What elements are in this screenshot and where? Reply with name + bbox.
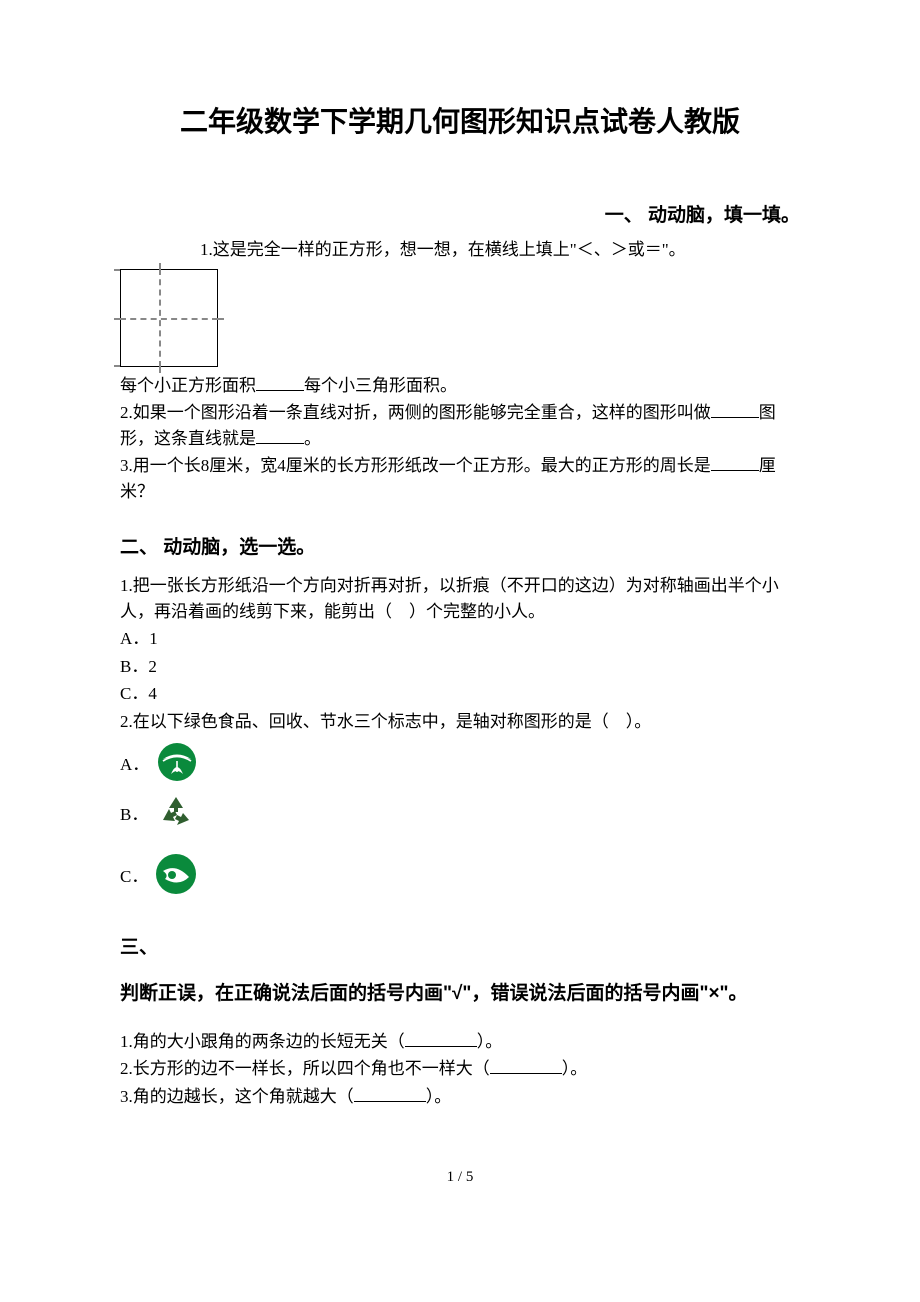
diagram-tick <box>218 318 224 320</box>
s3-q3-b: ）。 <box>426 1087 452 1106</box>
blank[interactable] <box>256 426 304 444</box>
page-title: 二年级数学下学期几何图形知识点试卷人教版 <box>120 100 800 140</box>
s3-q3: 3.角的边越长，这个角就越大（ ）。 <box>120 1084 800 1110</box>
diagram-tick <box>114 269 120 271</box>
s2-q2: 2.在以下绿色食品、回收、节水三个标志中，是轴对称图形的是（ ）。 <box>120 709 800 735</box>
blank[interactable] <box>711 400 759 418</box>
section2-header: 二、 动动脑，选一选。 <box>120 532 800 559</box>
recycle-icon <box>154 790 198 834</box>
s2-q1: 1.把一张长方形纸沿一个方向对折再对折，以折痕（不开口的这边）为对称轴画出半个小… <box>120 573 800 624</box>
s1-q2-a: 2.如果一个图形沿着一条直线对折，两侧的图形能够完全重合，这样的图形叫做 <box>120 403 711 422</box>
section3-header-b: 判断正误，在正确说法后面的括号内画"√"，错误说法后面的括号内画"×"。 <box>120 973 800 1015</box>
s1-q1-text-a: 每个小正方形面积 <box>120 376 256 395</box>
square-diagram <box>120 269 218 367</box>
page-number: 1 / 5 <box>120 1169 800 1186</box>
diagram-tick <box>114 318 120 320</box>
s2-q2-opt-c: C． <box>120 852 800 896</box>
greenfood-icon <box>155 740 199 784</box>
diagram-tick <box>159 367 161 373</box>
section1-header: 一、 动动脑，填一填。 <box>120 200 800 227</box>
blank[interactable] <box>490 1056 562 1074</box>
s1-q2: 2.如果一个图形沿着一条直线对折，两侧的图形能够完全重合，这样的图形叫做图形，这… <box>120 400 800 451</box>
s3-q2: 2.长方形的边不一样长，所以四个角也不一样大（ ）。 <box>120 1056 800 1082</box>
s1-q2-c: 。 <box>304 429 321 448</box>
blank[interactable] <box>711 453 759 471</box>
s2-q2-opt-a: A． <box>120 740 800 784</box>
diagram-tick <box>159 263 161 269</box>
blank[interactable] <box>405 1029 477 1047</box>
water-icon <box>154 852 198 896</box>
page: 二年级数学下学期几何图形知识点试卷人教版 一、 动动脑，填一填。 1.这是完全一… <box>0 0 920 1226</box>
diagram-tick <box>114 365 120 367</box>
s2-q1-opt-b: B．2 <box>120 654 800 680</box>
blank[interactable] <box>354 1084 426 1102</box>
s2-q1-opt-a: A．1 <box>120 626 800 652</box>
s3-q3-a: 3.角的边越长，这个角就越大（ <box>120 1087 354 1106</box>
s2-q2-opt-b: B． <box>120 790 800 834</box>
s1-q1-text-b: 每个小三角形面积。 <box>304 376 457 395</box>
s1-q3: 3.用一个长8厘米，宽4厘米的长方形形纸改一个正方形。最大的正方形的周长是厘米？ <box>120 453 800 504</box>
s3-q2-a: 2.长方形的边不一样长，所以四个角也不一样大（ <box>120 1059 490 1078</box>
opt-label: A． <box>120 750 149 775</box>
s1-q1-line: 每个小正方形面积 每个小三角形面积。 <box>120 373 800 399</box>
s3-q1-b: ）。 <box>477 1032 503 1051</box>
opt-label: C． <box>120 862 148 887</box>
s1-q1-lead: 1.这是完全一样的正方形，想一想，在横线上填上"＜、＞或＝"。 <box>120 237 800 263</box>
diagram-hline <box>120 318 218 320</box>
section3-header-a: 三、 <box>120 932 800 959</box>
s3-q1: 1.角的大小跟角的两条边的长短无关（ ）。 <box>120 1029 800 1055</box>
s2-q1-opt-c: C．4 <box>120 681 800 707</box>
s1-q3-a: 3.用一个长8厘米，宽4厘米的长方形形纸改一个正方形。最大的正方形的周长是 <box>120 456 711 475</box>
s3-q1-a: 1.角的大小跟角的两条边的长短无关（ <box>120 1032 405 1051</box>
s3-q2-b: ）。 <box>562 1059 588 1078</box>
blank[interactable] <box>256 373 304 391</box>
opt-label: B． <box>120 800 148 825</box>
